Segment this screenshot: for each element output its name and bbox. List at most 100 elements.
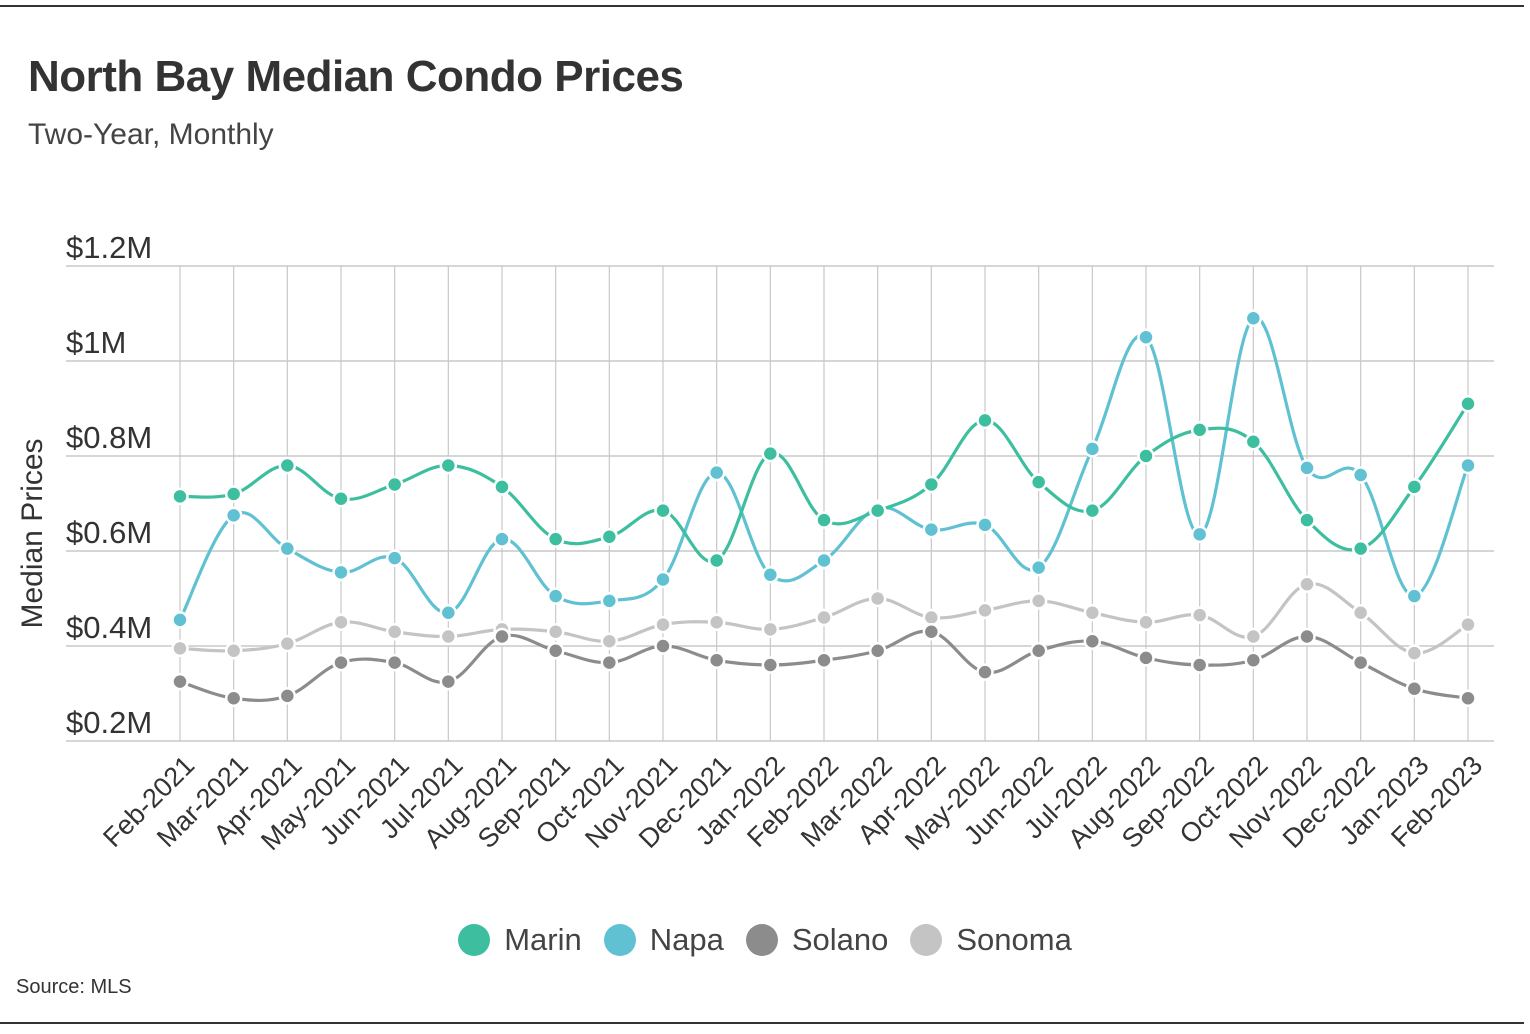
data-point-sonoma [332, 613, 350, 631]
data-point-napa [224, 506, 243, 525]
chart-subtitle: Two-Year, Monthly [28, 118, 274, 151]
data-point-napa [1244, 309, 1263, 327]
data-point-marin [1190, 421, 1209, 439]
data-point-napa [976, 516, 994, 534]
data-point-sonoma [654, 615, 672, 634]
data-point-sonoma [1298, 575, 1316, 593]
data-point-solano [171, 672, 189, 691]
data-point-napa [707, 463, 726, 482]
bottom-rule [0, 1022, 1524, 1024]
y-grid [66, 265, 1494, 742]
data-point-solano [1298, 627, 1316, 646]
data-point-napa [1351, 466, 1370, 484]
data-point-marin [1351, 539, 1370, 558]
data-point-sonoma [815, 608, 833, 627]
data-point-napa [1298, 459, 1316, 477]
data-point-sonoma [1459, 615, 1477, 634]
data-point-napa [439, 604, 458, 622]
data-point-napa [815, 551, 833, 570]
data-point-napa [278, 539, 297, 558]
data-point-sonoma [278, 634, 297, 653]
data-point-solano [1459, 689, 1477, 707]
data-point-solano [493, 627, 511, 646]
data-point-sonoma [224, 642, 243, 660]
data-point-solano [922, 623, 941, 641]
data-point-marin [922, 475, 941, 494]
data-point-sonoma [171, 639, 189, 658]
data-point-solano [439, 672, 458, 691]
data-point-solano [1083, 632, 1102, 650]
legend-item-napa: Napa [603, 922, 724, 958]
data-point-napa [171, 611, 189, 629]
data-point-marin [439, 456, 458, 475]
data-point-sonoma [1351, 604, 1370, 622]
legend-label-sonoma: Sonoma [956, 922, 1072, 957]
data-point-solano [1351, 653, 1370, 672]
chart-legend: Marin Napa Solano Sonoma [0, 922, 1530, 958]
data-point-solano [332, 653, 350, 672]
data-point-solano [868, 642, 887, 660]
data-point-napa [654, 570, 672, 589]
data-point-solano [1137, 649, 1155, 667]
data-point-marin [385, 475, 404, 494]
legend-swatch-solano [745, 924, 778, 956]
data-point-solano [600, 653, 619, 672]
data-point-marin [493, 478, 511, 496]
data-point-solano [654, 637, 672, 655]
data-point-napa [1137, 328, 1155, 346]
data-point-marin [761, 444, 780, 463]
y-tick-label: $0.6M [66, 515, 152, 550]
data-point-solano [224, 689, 243, 707]
legend-item-sonoma: Sonoma [910, 922, 1072, 958]
data-point-sonoma [1137, 613, 1155, 631]
data-point-napa [332, 563, 350, 582]
data-point-solano [1244, 651, 1263, 669]
data-point-solano [815, 651, 833, 669]
legend-swatch-marin [458, 924, 491, 956]
data-point-sonoma [439, 627, 458, 646]
data-point-marin [976, 411, 994, 430]
data-point-napa [600, 592, 619, 610]
data-point-marin [815, 511, 833, 529]
data-point-solano [385, 653, 404, 672]
data-point-marin [1029, 473, 1048, 491]
data-point-napa [761, 566, 780, 584]
legend-label-solano: Solano [791, 922, 889, 957]
data-point-marin [1083, 501, 1102, 520]
data-point-solano [278, 687, 297, 705]
data-point-sonoma [1083, 604, 1102, 622]
data-point-napa [1459, 456, 1477, 475]
data-point-marin [332, 490, 350, 508]
y-axis-label: Median Prices [16, 438, 49, 628]
data-point-sonoma [546, 623, 565, 641]
y-tick-label: $1.2M [66, 230, 152, 265]
data-point-marin [1244, 433, 1263, 451]
legend-item-marin: Marin [458, 922, 582, 958]
data-point-sonoma [707, 613, 726, 631]
data-point-solano [1190, 656, 1209, 674]
data-point-sonoma [1405, 644, 1424, 662]
data-point-marin [1405, 478, 1424, 496]
data-point-marin [1137, 447, 1155, 465]
top-rule [0, 5, 1524, 7]
data-point-napa [385, 549, 404, 567]
data-point-marin [224, 485, 243, 503]
data-point-solano [546, 642, 565, 660]
data-point-sonoma [976, 601, 994, 620]
data-point-napa [1029, 558, 1048, 577]
data-point-marin [278, 456, 297, 475]
data-point-marin [707, 551, 726, 570]
chart-title: North Bay Median Condo Prices [28, 52, 684, 101]
legend-item-solano: Solano [745, 922, 889, 958]
data-point-marin [1298, 511, 1316, 529]
data-point-napa [1190, 525, 1209, 544]
data-point-marin [868, 501, 887, 520]
legend-swatch-napa [603, 924, 636, 956]
legend-swatch-sonoma [910, 924, 943, 956]
data-point-solano [1405, 680, 1424, 698]
data-point-sonoma [385, 623, 404, 641]
data-point-sonoma [600, 632, 619, 650]
data-point-napa [1405, 587, 1424, 605]
data-point-sonoma [761, 620, 780, 639]
data-point-sonoma [1244, 627, 1263, 646]
